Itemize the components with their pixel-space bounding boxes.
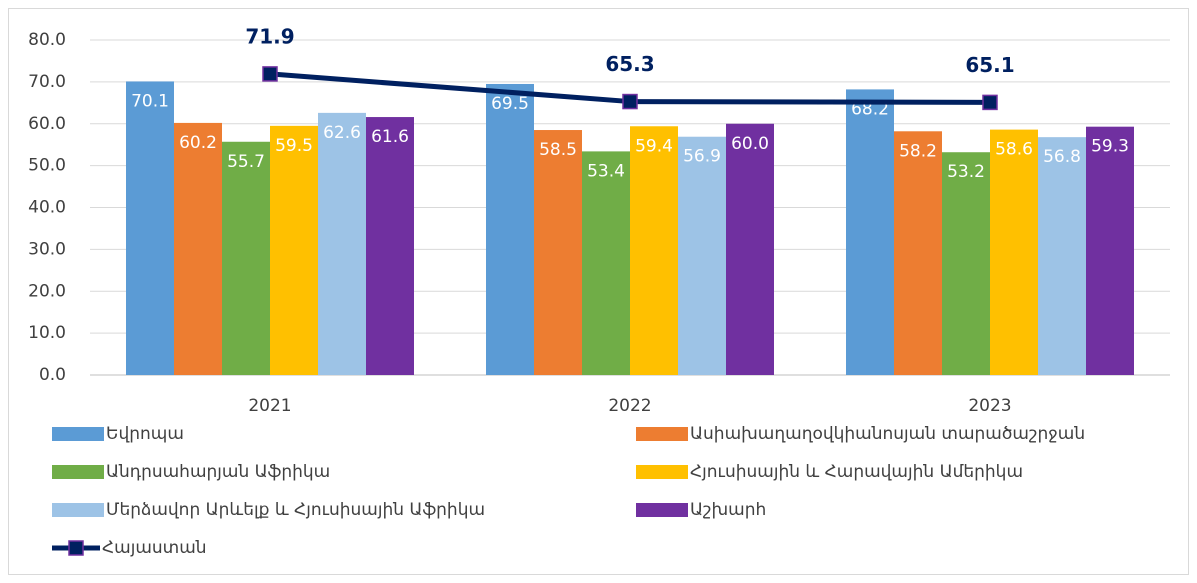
legend-swatch	[636, 503, 688, 517]
bar	[582, 151, 630, 375]
data-label: 58.6	[995, 140, 1033, 160]
legend-swatch	[52, 503, 104, 517]
y-tick-label: 60.0	[28, 114, 66, 134]
bar	[894, 131, 942, 375]
legend-label: Աշխարհ	[690, 500, 766, 520]
y-tick-label: 50.0	[28, 156, 66, 176]
bar	[678, 136, 726, 375]
data-label: 62.6	[323, 123, 361, 143]
data-label: 56.8	[1043, 147, 1081, 167]
legend-swatch	[52, 427, 104, 441]
data-label: 70.1	[131, 91, 169, 111]
bar	[222, 141, 270, 375]
line-label: 65.1	[965, 53, 1014, 77]
x-tick-label: 2021	[248, 396, 291, 416]
y-tick-label: 30.0	[28, 239, 66, 259]
bar	[270, 125, 318, 375]
bar	[726, 123, 774, 375]
bar	[942, 152, 990, 375]
bar	[534, 130, 582, 375]
bar	[318, 112, 366, 376]
data-label: 56.9	[683, 147, 721, 167]
data-label: 53.4	[587, 161, 625, 181]
data-label: 58.5	[539, 140, 577, 160]
bar	[174, 122, 222, 375]
legend-label: Եվրոպա	[106, 424, 184, 444]
legend-label: Ասիախաղաղօվկիանոսյան տարածաշրջան	[690, 424, 1085, 444]
legend-label: Հյուսիսային և Հարավային Ամերիկա	[690, 462, 1023, 482]
data-label: 60.0	[731, 134, 769, 154]
line-marker	[262, 66, 278, 82]
bar	[1086, 126, 1134, 376]
line-label: 65.3	[605, 52, 654, 76]
legend-marker	[68, 540, 84, 556]
line-label: 71.9	[245, 24, 294, 48]
legend-swatch	[636, 427, 688, 441]
y-tick-label: 20.0	[28, 281, 66, 301]
legend-label: Անդրսահարյան Աֆրիկա	[106, 462, 330, 482]
legend-label: Հայաստան	[102, 538, 207, 558]
bar	[1038, 137, 1086, 375]
data-label: 69.5	[491, 94, 529, 114]
y-tick-label: 70.0	[28, 72, 66, 92]
bar	[630, 126, 678, 375]
legend-label: Մերձավոր Արևելք և Հյուսիսային Աֆրիկա	[106, 500, 485, 520]
y-tick-label: 10.0	[28, 323, 66, 343]
data-label: 61.6	[371, 127, 409, 147]
bar	[126, 81, 174, 376]
bar	[486, 83, 534, 375]
line-marker	[982, 94, 998, 111]
bar	[846, 89, 894, 375]
data-label: 59.3	[1091, 137, 1129, 157]
y-tick-label: 80.0	[28, 30, 66, 50]
line-marker	[622, 93, 638, 110]
x-tick-label: 2022	[608, 396, 651, 416]
bar	[990, 129, 1038, 375]
y-tick-label: 0.0	[39, 365, 66, 385]
data-label: 60.2	[179, 133, 217, 153]
data-label: 58.2	[899, 141, 937, 161]
data-label: 55.7	[227, 152, 265, 172]
legend-swatch	[636, 465, 688, 479]
data-label: 59.4	[635, 136, 673, 156]
data-label: 59.5	[275, 136, 313, 156]
x-tick-label: 2023	[968, 396, 1011, 416]
legend-swatch	[52, 465, 104, 479]
y-tick-label: 40.0	[28, 198, 66, 218]
bar	[366, 117, 414, 376]
data-label: 53.2	[947, 162, 985, 182]
